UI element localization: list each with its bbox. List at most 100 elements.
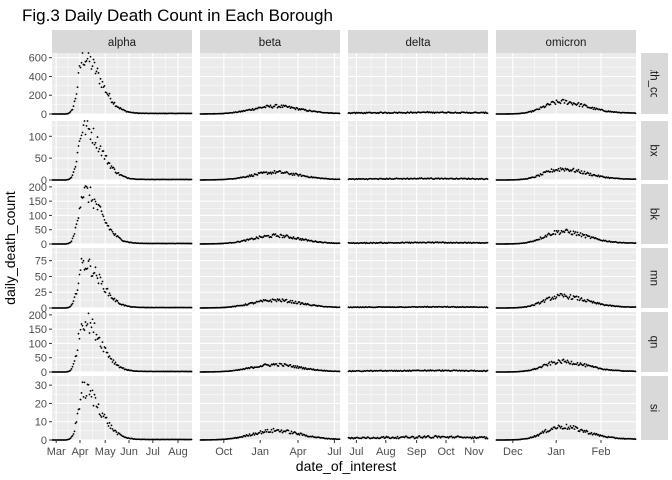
y-tick-label: 75 (35, 256, 47, 268)
data-point (554, 297, 557, 300)
data-point (338, 178, 341, 181)
x-tick-label: Jul (146, 446, 160, 458)
data-point (432, 436, 435, 439)
data-point (281, 106, 284, 109)
y-tick-label: 10 (35, 417, 47, 429)
panel-bk-delta (347, 184, 489, 245)
panel-mn-omicron (495, 248, 637, 309)
data-point (94, 72, 97, 75)
data-point (280, 104, 283, 107)
data-point (553, 170, 556, 173)
data-point (291, 237, 294, 240)
data-point (553, 295, 556, 298)
data-point (99, 345, 102, 348)
panel-qn-beta (199, 312, 341, 373)
data-point (267, 234, 270, 237)
data-point (91, 199, 94, 201)
data-point (291, 299, 294, 302)
data-point (338, 112, 341, 115)
data-point (294, 431, 297, 434)
data-point (241, 436, 244, 439)
x-tick-label: Oct (215, 446, 232, 458)
data-point (95, 274, 98, 277)
data-point (541, 430, 544, 433)
data-point (486, 437, 489, 440)
data-point (280, 300, 283, 303)
data-point (90, 68, 93, 70)
data-point (469, 436, 472, 439)
data-point (569, 425, 572, 427)
data-point (254, 237, 257, 240)
data-point (110, 229, 113, 231)
data-point (113, 101, 116, 104)
data-point (566, 428, 569, 430)
data-point (90, 395, 93, 398)
data-point (87, 383, 90, 386)
data-point (551, 171, 554, 173)
data-point (92, 404, 95, 407)
data-point (558, 170, 561, 173)
data-point (269, 431, 272, 433)
data-point (78, 408, 81, 410)
data-point (97, 150, 100, 153)
data-point (73, 430, 76, 433)
y-tick-label: 150 (29, 324, 47, 336)
data-point (97, 282, 100, 285)
data-point (79, 206, 82, 209)
data-point (108, 292, 111, 295)
panel-bx-beta (199, 121, 341, 181)
data-point (110, 358, 113, 360)
facet-strip-delta (348, 30, 488, 53)
data-point (261, 300, 264, 303)
y-axis-title: daily_death_count (2, 191, 18, 305)
data-point (95, 70, 98, 73)
data-point (111, 361, 114, 363)
data-point (552, 233, 555, 235)
data-point (565, 361, 568, 364)
data-point (112, 166, 115, 169)
data-point (551, 296, 554, 299)
data-point (282, 234, 285, 237)
panel-bx-omicron (495, 121, 637, 181)
data-point (100, 154, 103, 157)
data-point (556, 426, 559, 429)
data-point (83, 381, 86, 384)
data-point (77, 217, 80, 219)
data-point (566, 229, 569, 232)
data-point (566, 359, 569, 362)
data-point (77, 332, 80, 335)
data-point (114, 361, 117, 364)
data-point (562, 295, 565, 298)
data-point (94, 200, 97, 203)
y-tick-label: 30 (35, 380, 47, 392)
data-point (270, 172, 273, 175)
data-point (541, 365, 544, 368)
data-point (541, 300, 544, 303)
data-point (574, 231, 577, 233)
data-point (75, 421, 78, 423)
data-point (91, 389, 94, 392)
data-point (549, 103, 552, 106)
data-point (573, 428, 576, 431)
data-point (79, 398, 82, 401)
data-point (472, 437, 475, 440)
data-point (271, 431, 274, 434)
data-point (97, 403, 100, 406)
data-point (338, 438, 341, 441)
data-point (557, 229, 560, 232)
data-point (552, 298, 555, 300)
y-tick-label: 200 (29, 310, 47, 322)
data-point (96, 136, 99, 138)
data-point (542, 299, 545, 302)
data-point (89, 265, 92, 268)
data-point (113, 297, 116, 300)
data-point (190, 112, 193, 115)
data-point (547, 362, 550, 365)
data-point (88, 332, 91, 334)
row-strip-qn (641, 312, 668, 372)
panel-background (348, 248, 488, 308)
data-point (297, 174, 300, 177)
data-point (555, 296, 558, 299)
data-point (78, 273, 81, 276)
data-point (576, 298, 579, 301)
